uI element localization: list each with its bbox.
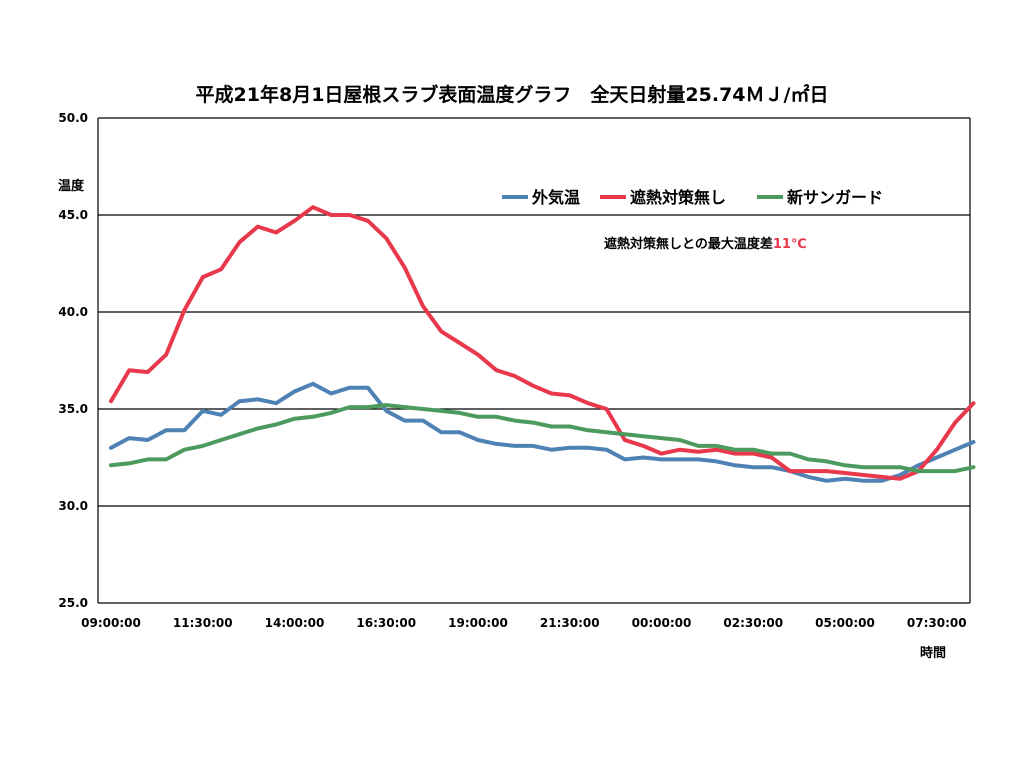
x-tick-label: 11:30:00	[173, 616, 233, 630]
annotation-prefix: 遮熱対策無しとの最大温度差	[604, 236, 773, 252]
x-tick-label: 02:30:00	[723, 616, 783, 630]
legend-label: 外気温	[531, 188, 580, 207]
chart-title: 平成21年8月1日屋根スラブ表面温度グラフ 全天日射量25.74ＭＪ/㎡日	[196, 83, 829, 106]
legend-label: 遮熱対策無し	[630, 188, 726, 207]
x-tick-label: 16:30:00	[356, 616, 416, 630]
x-tick-labels: 09:00:00 11:30:00 14:00:00 16:30:00 19:00:00…	[81, 616, 966, 630]
y-tick-label: 40.0	[58, 305, 88, 319]
y-tick-labels: 25.0 30.0 35.0 40.0 45.0 50.0	[58, 111, 88, 610]
y-tick-label: 50.0	[58, 111, 88, 125]
y-tick-label: 35.0	[58, 402, 88, 416]
legend-label: 新サンガード	[787, 188, 883, 207]
series-line-0	[109, 381, 976, 483]
series-line-1	[109, 205, 976, 481]
y-tick-label: 45.0	[58, 208, 88, 222]
y-axis-label: 温度	[58, 178, 85, 194]
series-lines	[109, 205, 976, 483]
x-tick-label: 09:00:00	[81, 616, 141, 630]
annotation-value: 11℃	[773, 237, 807, 252]
x-tick-label: 00:00:00	[632, 616, 692, 630]
series-line-2	[109, 403, 976, 474]
x-tick-label: 14:00:00	[265, 616, 325, 630]
x-tick-label: 21:30:00	[540, 616, 600, 630]
x-axis-label: 時間	[920, 645, 946, 661]
x-tick-label: 07:30:00	[907, 616, 967, 630]
legend: 外気温 遮熱対策無し 新サンガード	[502, 188, 883, 207]
x-tick-label: 05:00:00	[815, 616, 875, 630]
y-tick-label: 25.0	[58, 596, 88, 610]
y-tick-label: 30.0	[58, 499, 88, 513]
grid-lines	[97, 117, 971, 604]
x-tick-label: 19:00:00	[448, 616, 508, 630]
annotation: 遮熱対策無しとの最大温度差11℃	[604, 236, 807, 252]
